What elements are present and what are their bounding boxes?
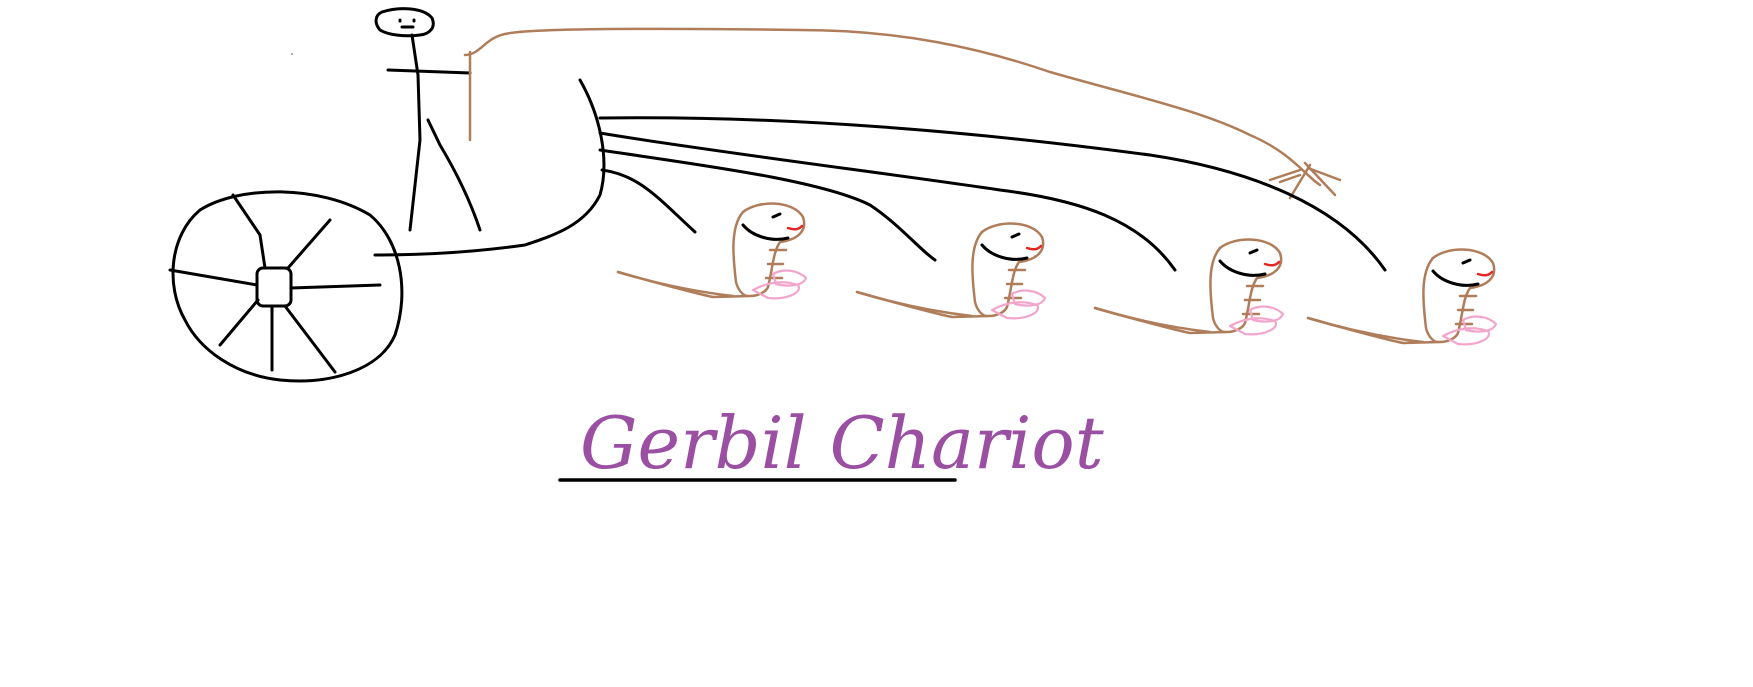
stray-dot [291,53,293,55]
stick-figure-driver [374,7,482,232]
gerbil [855,222,1047,320]
gerbil [1093,238,1285,336]
page-title: Gerbil Chariot [580,401,1105,485]
gerbil [1306,248,1498,346]
chariot-wheel [168,190,404,383]
chariot-body [373,78,606,257]
gerbil [616,202,808,300]
title-group: Gerbil Chariot [558,401,1105,485]
reins [598,116,1387,272]
whip [463,27,1342,200]
